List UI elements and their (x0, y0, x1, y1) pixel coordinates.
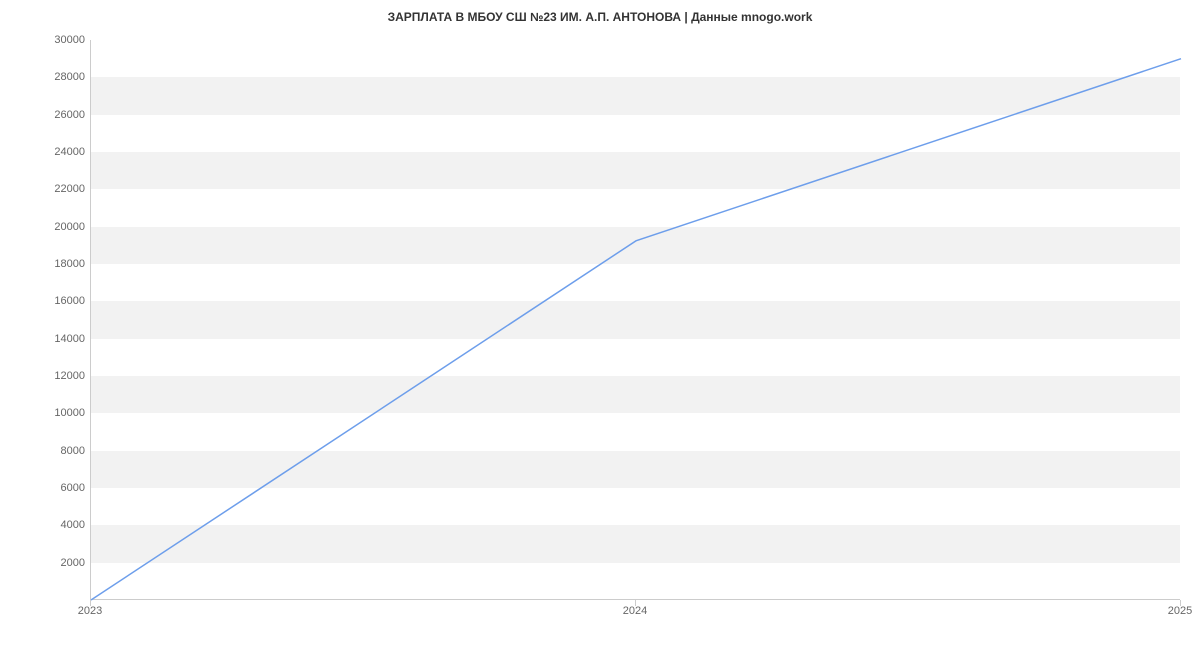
y-tick-label: 14000 (25, 333, 85, 345)
y-tick-label: 18000 (25, 258, 85, 270)
line-chart-svg (91, 40, 1181, 600)
y-tick-label: 4000 (25, 519, 85, 531)
y-tick-label: 6000 (25, 482, 85, 494)
y-tick-label: 8000 (25, 445, 85, 457)
plot-area (90, 40, 1180, 600)
y-tick-label: 22000 (25, 183, 85, 195)
x-tick-label: 2023 (78, 605, 102, 617)
data-line (91, 59, 1181, 600)
y-tick-label: 26000 (25, 109, 85, 121)
y-tick-label: 24000 (25, 146, 85, 158)
chart-title: ЗАРПЛАТА В МБОУ СШ №23 ИМ. А.П. АНТОНОВА… (0, 0, 1200, 24)
x-tick-label: 2024 (623, 605, 647, 617)
y-tick-label: 12000 (25, 370, 85, 382)
chart-container (90, 40, 1180, 600)
y-tick-label: 10000 (25, 407, 85, 419)
y-tick-label: 28000 (25, 71, 85, 83)
y-tick-label: 30000 (25, 34, 85, 46)
y-tick-label: 16000 (25, 295, 85, 307)
x-tick-label: 2025 (1168, 605, 1192, 617)
y-tick-label: 2000 (25, 557, 85, 569)
y-tick-label: 20000 (25, 221, 85, 233)
